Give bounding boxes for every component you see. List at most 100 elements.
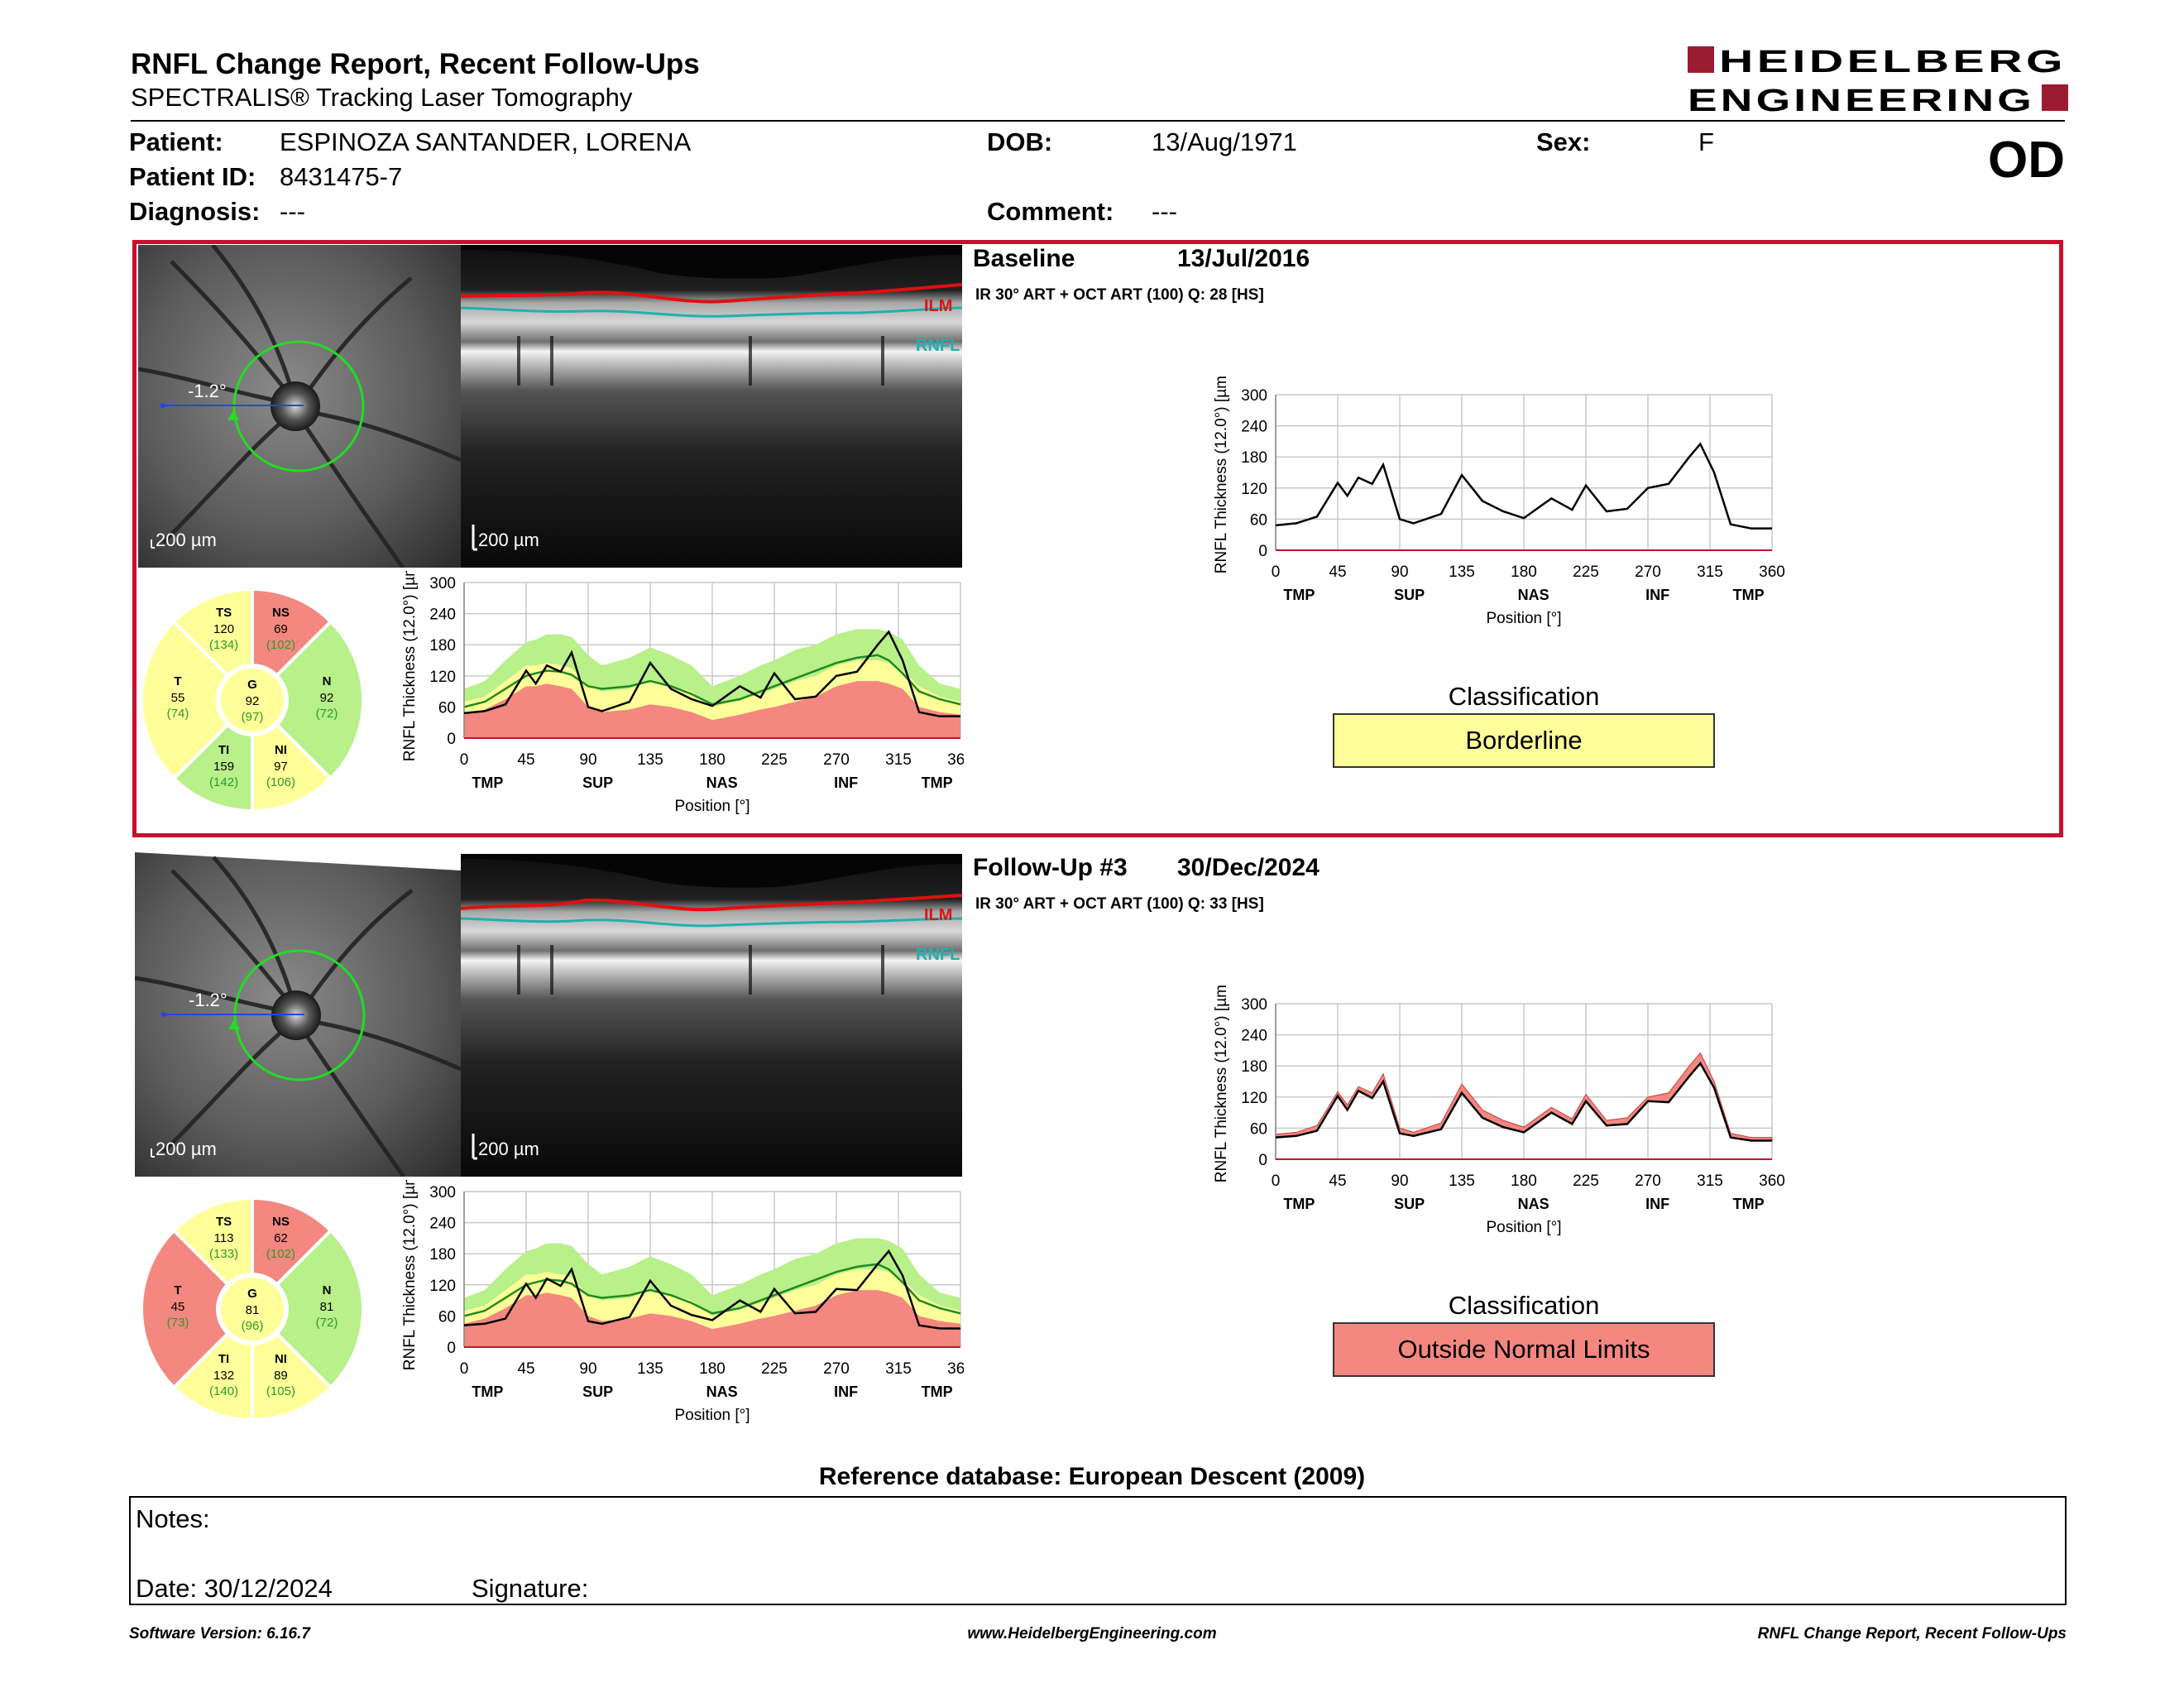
sector-axis-label: SUP bbox=[582, 1383, 613, 1400]
sector-label-ni: NI 97(106) bbox=[266, 743, 295, 789]
baseline-rnfl-chart: 300 240 180 120 60 00 45 90 135 180 225 270 315 360 TM… bbox=[385, 559, 974, 840]
notes-box[interactable]: Notes: Date: 30/12/2024 Signature: bbox=[129, 1496, 2067, 1605]
sector-ns bbox=[251, 1196, 333, 1288]
svg-text:ILM: ILM bbox=[924, 297, 952, 315]
y-tick-label: 120 bbox=[429, 1278, 456, 1295]
svg-text:92: 92 bbox=[320, 691, 334, 705]
reference-database: Reference database: European Descent (20… bbox=[818, 1463, 1366, 1490]
y-tick-label: 120 bbox=[1241, 481, 1267, 498]
outside-band bbox=[464, 1290, 960, 1347]
baseline-classification-label: Classification bbox=[1448, 682, 1600, 711]
eye-indicator: OD bbox=[1988, 132, 2065, 189]
sector-ni bbox=[251, 722, 333, 813]
svg-text:159: 159 bbox=[213, 760, 234, 774]
website-link[interactable]: www.HeidelbergEngineering.com bbox=[967, 1625, 1217, 1642]
x-tick-label: 360 bbox=[1759, 1172, 1785, 1190]
x-tick-label: 315 bbox=[885, 1360, 912, 1378]
svg-text:120: 120 bbox=[213, 622, 234, 636]
x-tick-label: 180 bbox=[699, 751, 726, 769]
date-label: Date: 30/12/2024 bbox=[136, 1574, 333, 1603]
sector-g bbox=[218, 665, 287, 735]
sector-label-n: N 81 (72) bbox=[316, 1283, 338, 1330]
x-tick-label: 270 bbox=[823, 751, 850, 769]
svg-text:NS: NS bbox=[272, 606, 290, 620]
rnfl-thickness-line bbox=[463, 1249, 960, 1330]
svg-text:81: 81 bbox=[320, 1300, 334, 1314]
svg-text:(72): (72) bbox=[316, 1316, 338, 1330]
diagnosis-value: --- bbox=[280, 197, 305, 226]
signature-label: Signature: bbox=[472, 1574, 589, 1603]
patient-label: Patient: bbox=[129, 127, 223, 156]
svg-text:132: 132 bbox=[213, 1369, 234, 1383]
x-tick-label: 135 bbox=[637, 1360, 663, 1378]
sector-axis-label: TMP bbox=[1733, 587, 1765, 603]
svg-text:G: G bbox=[247, 1287, 257, 1301]
baseline-fundus-scale: 200 µm bbox=[156, 530, 217, 550]
svg-text:113: 113 bbox=[214, 1231, 234, 1245]
sector-axis-label: TMP bbox=[922, 1383, 953, 1400]
baseline-sector-chart: TS 120 (134) NS 69 (102) N 92 (72) NI 97 (106) TI 159… bbox=[138, 586, 366, 818]
svg-text:(142): (142) bbox=[209, 775, 238, 789]
y-tick-label: 120 bbox=[1241, 1090, 1267, 1107]
normative-mean-line bbox=[463, 1263, 961, 1317]
footer-report-name: RNFL Change Report, Recent Follow-Ups bbox=[1757, 1625, 2067, 1642]
x-tick-label: 45 bbox=[1329, 1172, 1346, 1190]
x-tick-label: 360 bbox=[947, 751, 964, 769]
report-subtitle: SPECTRALIS® Tracking Laser Tomography bbox=[131, 83, 633, 112]
followup-fundus-scale: 200 µm bbox=[156, 1139, 217, 1159]
y-tick-label: 300 bbox=[1241, 387, 1267, 405]
sex-label: Sex: bbox=[1536, 127, 1591, 156]
followup-sector-chart: TS 113 (133) NS 62 (102) N 81 (72) NI 89 (105) TI 132… bbox=[138, 1195, 366, 1427]
svg-text:TI: TI bbox=[218, 743, 229, 757]
sector-label-ns: NS 62 (102) bbox=[266, 1215, 295, 1261]
svg-text:(133): (133) bbox=[209, 1247, 238, 1261]
normative-mean-line bbox=[463, 654, 961, 708]
dob-value: 13/Aug/1971 bbox=[1152, 127, 1297, 156]
x-tick-label: 45 bbox=[517, 751, 534, 769]
y-tick-label: 180 bbox=[429, 1246, 456, 1264]
x-tick-label: 360 bbox=[1759, 563, 1785, 581]
svg-text:NI: NI bbox=[275, 743, 287, 757]
sector-ti bbox=[171, 1331, 254, 1422]
x-tick-label: 315 bbox=[1697, 1172, 1723, 1190]
sector-axis-label: NAS bbox=[1518, 587, 1549, 603]
y-tick-label: 60 bbox=[438, 699, 456, 717]
svg-text:-1.2°: -1.2° bbox=[188, 381, 227, 401]
followup-title: Follow-Up #3 bbox=[973, 854, 1128, 881]
sector-label-g: G 92 (97) bbox=[242, 678, 264, 724]
x-axis-title: Position [°] bbox=[1486, 1219, 1561, 1236]
sector-label-ts: TS 120 (134) bbox=[209, 606, 238, 652]
y-tick-label: 60 bbox=[438, 1308, 456, 1326]
y-tick-label: 240 bbox=[1241, 419, 1267, 436]
svg-text:TI: TI bbox=[218, 1352, 229, 1366]
svg-text:(72): (72) bbox=[316, 707, 338, 721]
y-tick-label: 300 bbox=[1241, 996, 1267, 1014]
sector-ns bbox=[251, 587, 333, 679]
x-tick-label: 225 bbox=[1573, 563, 1599, 581]
y-tick-label: 0 bbox=[1258, 543, 1267, 560]
rnfl-thickness-line bbox=[463, 630, 960, 717]
svg-text:69: 69 bbox=[274, 622, 288, 636]
x-tick-label: 0 bbox=[460, 751, 469, 769]
svg-text:(74): (74) bbox=[167, 707, 189, 721]
y-tick-label: 180 bbox=[1241, 449, 1267, 467]
sector-axis-label: NAS bbox=[706, 1383, 738, 1400]
sector-label-ti: TI 132(140) bbox=[209, 1352, 238, 1398]
patient-id: 8431475-7 bbox=[280, 162, 403, 191]
svg-text:62: 62 bbox=[274, 1231, 288, 1245]
x-axis-title: Position [°] bbox=[1486, 610, 1561, 627]
svg-text:ILM: ILM bbox=[924, 906, 952, 924]
svg-text:N: N bbox=[323, 674, 332, 688]
svg-text:45: 45 bbox=[171, 1300, 185, 1314]
x-tick-label: 180 bbox=[699, 1360, 726, 1378]
followup-fundus-image: -1.2° bbox=[134, 852, 462, 1181]
comment-label: Comment: bbox=[987, 197, 1114, 226]
y-tick-label: 0 bbox=[1258, 1152, 1267, 1169]
report-title: RNFL Change Report, Recent Follow-Ups bbox=[131, 48, 700, 80]
svg-text:TS: TS bbox=[216, 606, 232, 620]
followup-oct-bscan: ILM RNFL bbox=[460, 854, 963, 1181]
svg-text:(102): (102) bbox=[266, 1247, 295, 1261]
x-tick-label: 90 bbox=[579, 1360, 596, 1378]
svg-text:(140): (140) bbox=[209, 1384, 238, 1398]
followup-oct-scale: 200 µm bbox=[478, 1139, 539, 1159]
